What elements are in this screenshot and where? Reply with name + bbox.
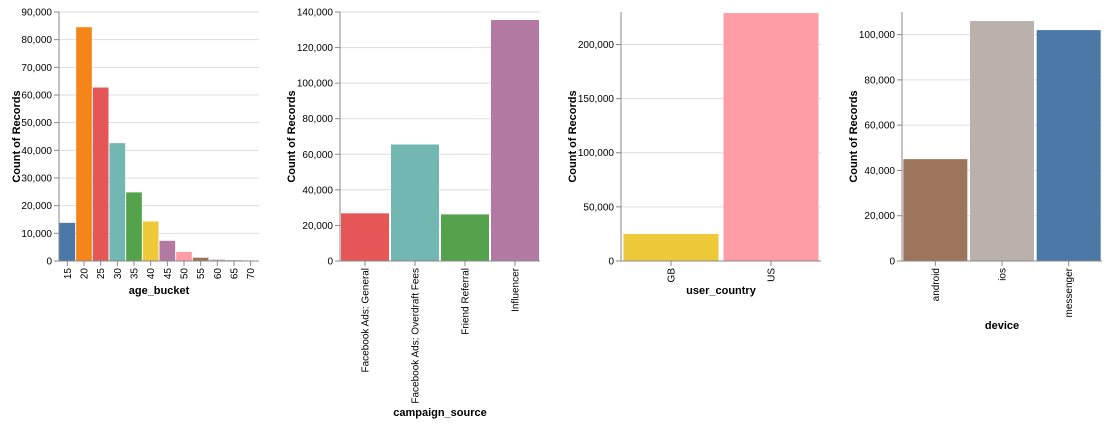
x-tick-label: GB	[667, 268, 678, 283]
x-tick-label: Influencer	[511, 267, 522, 312]
y-tick-label: 40,000	[21, 146, 52, 157]
y-tick-label: 50,000	[583, 202, 614, 213]
x-tick-label: messenger	[1064, 267, 1075, 317]
y-axis-title: Count of Records	[567, 90, 579, 182]
y-tick-label: 90,000	[21, 8, 52, 19]
x-tick-label: android	[931, 268, 942, 301]
y-tick-label: 40,000	[864, 166, 895, 177]
x-tick-label: 55	[196, 268, 207, 280]
y-tick-label: 70,000	[21, 63, 52, 74]
y-tick-label: 10,000	[21, 229, 52, 240]
y-tick-label: 30,000	[21, 174, 52, 185]
bar	[92, 87, 109, 261]
x-tick-label: ios	[998, 268, 1009, 281]
bar	[623, 233, 719, 261]
x-axis-title: device	[985, 320, 1019, 332]
bar	[159, 240, 176, 261]
x-tick-label: 65	[230, 268, 241, 280]
bar	[903, 159, 968, 261]
chart-4: 0 20,000 40,000 60,000 80,000 100,000 android i…	[848, 12, 1102, 332]
bar	[209, 259, 226, 261]
chart-3: 0 50,000 100,000 150,000 200,000 GB US user_cou…	[567, 12, 821, 297]
x-tick-label: 15	[63, 268, 74, 280]
y-tick-label: 0	[889, 257, 895, 268]
y-tick-label: 60,000	[302, 150, 333, 161]
bar	[441, 214, 489, 261]
y-tick-label: 100,000	[297, 79, 334, 90]
x-tick-label: 35	[130, 268, 141, 280]
x-tick-label: 45	[163, 268, 174, 280]
x-tick-label: 30	[113, 268, 124, 280]
y-tick-label: 60,000	[21, 91, 52, 102]
bar	[192, 257, 209, 261]
bar	[59, 222, 76, 261]
x-tick-label: 70	[246, 268, 257, 280]
y-tick-label: 20,000	[864, 211, 895, 222]
x-tick-label: US	[767, 268, 778, 282]
y-tick-label: 80,000	[302, 114, 333, 125]
x-axis-title: age_bucket	[129, 285, 190, 297]
y-tick-label: 140,000	[297, 8, 334, 19]
bar	[76, 27, 92, 261]
y-tick-label: 100,000	[859, 30, 896, 41]
bar	[1036, 30, 1101, 262]
y-tick-label: 20,000	[21, 201, 52, 212]
x-axis-title: campaign_source	[393, 407, 487, 419]
y-tick-label: 100,000	[578, 148, 615, 159]
x-tick-label: Facebook Ads: Overdraft Fees	[411, 268, 422, 404]
bar	[970, 21, 1034, 261]
bar	[341, 213, 389, 261]
y-tick-label: 60,000	[864, 121, 895, 132]
x-tick-label: 50	[180, 268, 191, 280]
y-tick-label: 20,000	[302, 221, 333, 232]
y-tick-label: 120,000	[297, 43, 334, 54]
bar	[391, 144, 439, 261]
x-tick-label: Facebook Ads: General	[361, 268, 372, 373]
y-axis-title: Count of Records	[848, 90, 860, 182]
y-tick-label: 0	[46, 257, 52, 268]
y-tick-label: 0	[327, 257, 333, 268]
x-tick-label: Friend Referral	[461, 268, 472, 335]
y-tick-label: 0	[608, 257, 614, 268]
y-tick-label: 80,000	[864, 75, 895, 86]
y-tick-label: 50,000	[21, 118, 52, 129]
x-axis-title: user_country	[686, 285, 757, 297]
bar	[491, 20, 539, 261]
y-axis-title: Count of Records	[286, 90, 298, 182]
x-tick-label: 40	[146, 268, 157, 280]
bar	[109, 143, 126, 261]
y-tick-label: 40,000	[302, 185, 333, 196]
chart-1: 0 10,000 20,000 30,000 40,000 50,000 60,000 70,…	[11, 8, 259, 297]
y-tick-label: 200,000	[578, 40, 615, 51]
chart-2: 0 20,000 40,000 60,000 80,000 100,000 120,000 1…	[286, 8, 540, 419]
bar	[176, 251, 192, 261]
bar	[142, 221, 159, 261]
y-tick-label: 150,000	[578, 94, 615, 105]
y-tick-label: 80,000	[21, 35, 52, 46]
bar	[723, 13, 819, 261]
bar	[126, 192, 142, 261]
y-axis-title: Count of Records	[11, 90, 23, 182]
x-tick-label: 25	[96, 268, 107, 280]
x-tick-label: 20	[80, 268, 91, 280]
x-tick-label: 60	[213, 268, 224, 280]
